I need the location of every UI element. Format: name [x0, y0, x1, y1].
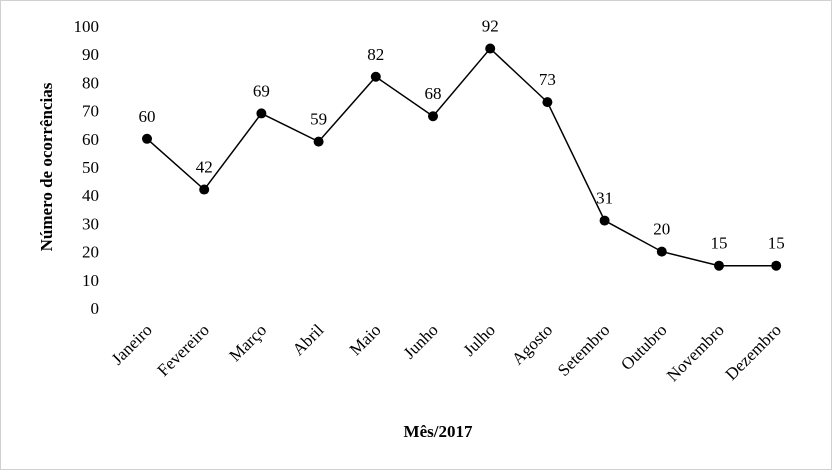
- data-point: [199, 184, 210, 195]
- x-tick-label: Agosto: [508, 320, 556, 368]
- y-tick-labels: 0 10 20 30 40 50 60 70 80 90 100: [74, 17, 100, 318]
- data-label: 73: [539, 70, 556, 89]
- y-tick-label: 80: [82, 73, 99, 92]
- data-label: 82: [367, 45, 384, 64]
- y-tick-label: 0: [91, 299, 100, 318]
- data-point: [256, 108, 267, 119]
- data-label: 60: [139, 107, 156, 126]
- data-label: 20: [653, 220, 670, 239]
- x-tick-label: Janeiro: [108, 320, 156, 368]
- x-tick-label: Outubro: [617, 320, 671, 374]
- data-label: 59: [310, 110, 327, 129]
- x-tick-label: Junho: [400, 320, 442, 362]
- data-label: 42: [196, 158, 213, 177]
- y-tick-label: 100: [74, 17, 100, 36]
- x-axis-title: Mês/2017: [404, 422, 473, 441]
- data-label: 92: [482, 17, 499, 36]
- x-tick-label: Setembro: [554, 320, 614, 380]
- x-tick-label: Maio: [346, 320, 385, 359]
- x-tick-label: Dezembro: [722, 320, 786, 384]
- series-line-layer: [146, 47, 777, 267]
- y-tick-label: 90: [82, 45, 99, 64]
- data-label: 69: [253, 81, 270, 100]
- series-line: [146, 47, 777, 267]
- y-tick-label: 10: [82, 271, 99, 290]
- data-point: [714, 260, 724, 271]
- y-tick-label: 30: [82, 214, 99, 233]
- data-point: [771, 260, 782, 271]
- x-tick-label: Julho: [460, 320, 499, 359]
- data-label: 31: [596, 189, 613, 208]
- data-point: [656, 246, 667, 257]
- data-point: [313, 136, 324, 147]
- y-tick-label: 70: [82, 102, 99, 121]
- data-label: 15: [768, 234, 785, 253]
- data-point: [599, 215, 610, 226]
- y-tick-label: 60: [82, 130, 99, 149]
- y-axis-title: Número de ocorrências: [37, 82, 56, 251]
- x-tick-label: Fevereiro: [154, 320, 213, 379]
- y-tick-label: 20: [82, 243, 99, 262]
- data-label: 15: [711, 234, 728, 253]
- x-tick-label: Março: [225, 320, 270, 365]
- x-tick-label: Abril: [289, 320, 328, 359]
- data-label: 68: [425, 84, 442, 103]
- data-point: [370, 71, 381, 82]
- x-tick-label: Novembro: [663, 320, 728, 385]
- y-tick-label: 40: [82, 186, 99, 205]
- data-point: [542, 97, 553, 108]
- data-point: [428, 111, 438, 122]
- y-tick-label: 50: [82, 158, 99, 177]
- data-points: [142, 43, 782, 271]
- data-point: [142, 133, 152, 144]
- data-labels: 60 42 69 59 82 68 92 73 31 20 15 15: [139, 17, 785, 253]
- data-point: [485, 43, 496, 54]
